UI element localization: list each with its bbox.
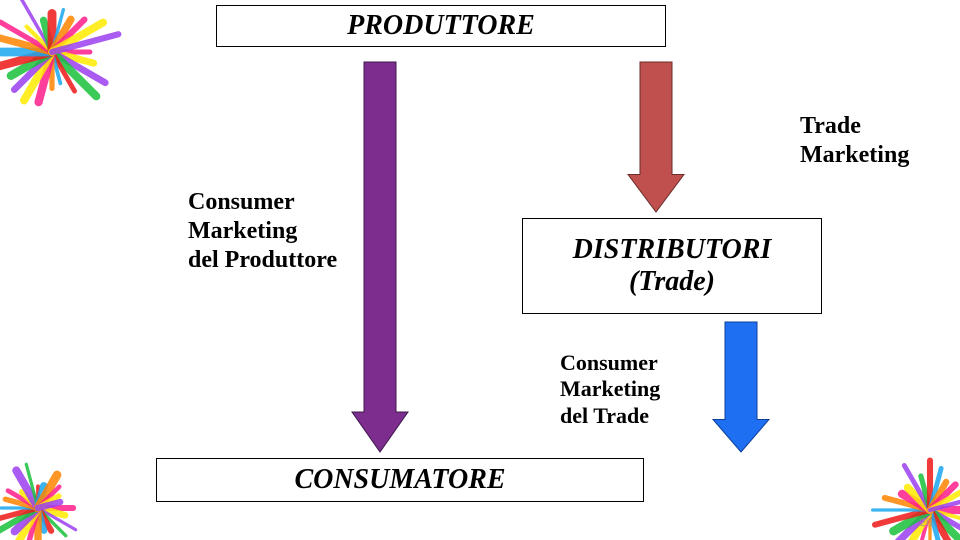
arrow-producer-to-consumer	[350, 60, 410, 454]
distributor-box: DISTRIBUTORI (Trade)	[522, 218, 822, 314]
color-burst-br	[870, 450, 960, 540]
consumer-marketing-producer-label: Consumer Marketing del Produttore	[188, 188, 337, 274]
producer-label: PRODUTTORE	[347, 10, 535, 42]
page-number: 26	[920, 515, 932, 530]
arrow-producer-to-distributor	[626, 60, 686, 214]
trade-marketing-label: Trade Marketing	[800, 112, 909, 170]
consumer-box: CONSUMATORE	[156, 458, 644, 502]
consumer-label: CONSUMATORE	[294, 464, 505, 496]
producer-box: PRODUTTORE	[216, 5, 666, 47]
distributor-label: DISTRIBUTORI (Trade)	[573, 234, 772, 298]
color-burst-tl	[0, 0, 124, 124]
color-burst-bl	[0, 460, 86, 540]
consumer-marketing-trade-label: Consumer Marketing del Trade	[560, 350, 660, 429]
arrow-distributor-to-consumer	[711, 320, 771, 454]
